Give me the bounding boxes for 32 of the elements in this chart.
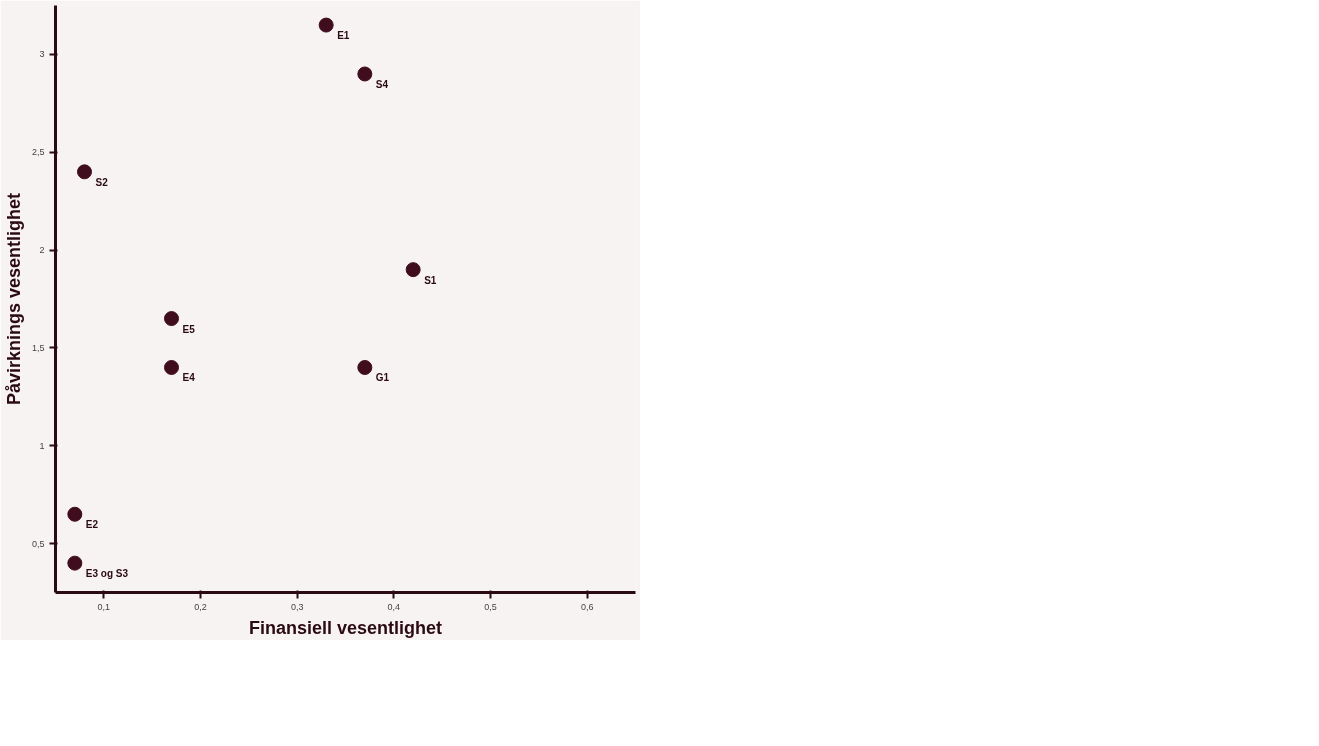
annotation: E5 — [182, 323, 196, 335]
point — [67, 555, 83, 571]
annotation: E4 — [182, 372, 196, 384]
annotation: E2 — [85, 519, 99, 531]
annotation: S4 — [375, 78, 389, 90]
annotation: S1 — [424, 274, 437, 286]
point — [164, 311, 179, 327]
annotation: E1 — [337, 30, 350, 42]
point — [164, 360, 179, 375]
x-tick-label: 0,5 — [484, 601, 497, 612]
annotation: E3 og S3 — [85, 568, 129, 580]
y-tick-label: 0,5 — [31, 538, 45, 549]
annotation: G1 — [375, 372, 390, 384]
point — [318, 17, 334, 33]
y-tick-label: 2,5 — [31, 147, 45, 158]
y-axis-title: Påvirknings vesentlighet — [3, 192, 24, 406]
point — [357, 66, 373, 82]
point — [405, 262, 421, 278]
y-tick-label: 2 — [39, 245, 45, 256]
x-axis-title: Finansiell vesentlighet — [248, 617, 443, 638]
annotation: S2 — [95, 176, 109, 188]
point — [357, 360, 373, 375]
x-tick-label: 0,3 — [290, 601, 304, 612]
point — [77, 164, 92, 180]
x-tick-label: 0,2 — [194, 601, 207, 612]
y-tick-label: 3 — [39, 49, 45, 60]
y-tick-label: 1 — [39, 440, 45, 451]
point — [67, 506, 83, 522]
x-tick-label: 0,1 — [97, 601, 111, 612]
y-tick-label: 1,5 — [31, 342, 45, 353]
x-tick-label: 0,4 — [387, 601, 401, 612]
x-tick-label: 0,6 — [580, 601, 594, 612]
